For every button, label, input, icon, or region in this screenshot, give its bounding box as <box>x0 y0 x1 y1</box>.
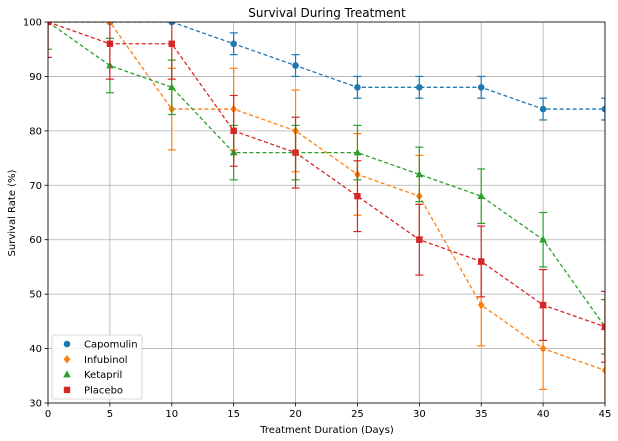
series-line <box>48 22 605 328</box>
data-point <box>539 301 547 309</box>
y-axis-label: Survival Rate (%) <box>7 169 18 256</box>
legend-marker <box>63 370 71 378</box>
y-tick-label: 70 <box>29 181 42 192</box>
data-point <box>48 22 52 26</box>
legend: Capomulin Infubinol Ketapril Placebo <box>51 334 143 400</box>
legend-marker <box>63 386 71 394</box>
data-point <box>167 83 176 91</box>
y-tick-label: 90 <box>29 72 42 83</box>
y-tick-label: 50 <box>29 290 42 301</box>
data-point <box>353 148 362 156</box>
x-tick-label: 40 <box>537 409 550 420</box>
data-point <box>477 84 485 91</box>
x-axis: 0 5 10 15 20 25 30 35 40 45 <box>45 403 612 420</box>
x-tick-label: 10 <box>165 409 178 420</box>
legend-label: Ketapril <box>84 370 122 381</box>
x-tick-label: 45 <box>599 409 612 420</box>
series-layer <box>48 22 605 403</box>
x-tick-label: 5 <box>107 409 113 420</box>
data-point <box>539 235 547 243</box>
series-line <box>48 22 605 328</box>
data-point <box>230 127 237 135</box>
data-point <box>354 84 361 91</box>
series-line <box>48 22 605 110</box>
y-tick-label: 100 <box>23 18 42 29</box>
y-tick-label: 30 <box>29 399 42 410</box>
series-placebo <box>48 22 605 363</box>
x-tick-label: 15 <box>227 409 240 420</box>
data-point <box>477 191 486 199</box>
series-capomulin <box>48 22 605 121</box>
legend-box <box>51 334 143 400</box>
x-tick-label: 0 <box>45 409 51 420</box>
data-point <box>415 170 424 178</box>
legend-marker <box>63 355 71 364</box>
x-tick-label: 25 <box>351 409 364 420</box>
data-point <box>168 40 175 47</box>
legend-label: Capomulin <box>84 340 138 351</box>
data-point <box>539 344 547 353</box>
data-point <box>230 40 237 48</box>
y-axis: 30 40 50 60 70 80 90 100 <box>23 18 48 410</box>
x-tick-label: 35 <box>475 409 488 420</box>
plot-frame <box>47 21 606 404</box>
legend-label: Placebo <box>84 385 123 396</box>
data-point <box>601 105 605 113</box>
y-tick-label: 40 <box>29 344 42 355</box>
data-point <box>601 323 605 330</box>
data-point <box>354 192 361 200</box>
data-point <box>106 40 114 47</box>
legend-marker <box>63 340 71 348</box>
data-point <box>416 236 423 243</box>
chart-title: Survival During Treatment <box>248 6 406 20</box>
data-point <box>601 366 605 375</box>
data-point <box>478 258 485 265</box>
x-axis-label: Treatment Duration (Days) <box>259 425 394 436</box>
series-ketapril <box>48 22 605 355</box>
y-tick-label: 80 <box>29 126 42 137</box>
data-point <box>539 105 547 113</box>
x-tick-label: 20 <box>289 409 302 420</box>
data-point <box>477 300 485 310</box>
series-line <box>48 22 605 371</box>
x-tick-label: 30 <box>413 409 426 420</box>
data-point <box>292 62 299 69</box>
legend-label: Infubinol <box>84 355 128 366</box>
y-tick-label: 60 <box>29 235 42 246</box>
data-point <box>292 149 299 156</box>
data-point <box>416 84 423 91</box>
